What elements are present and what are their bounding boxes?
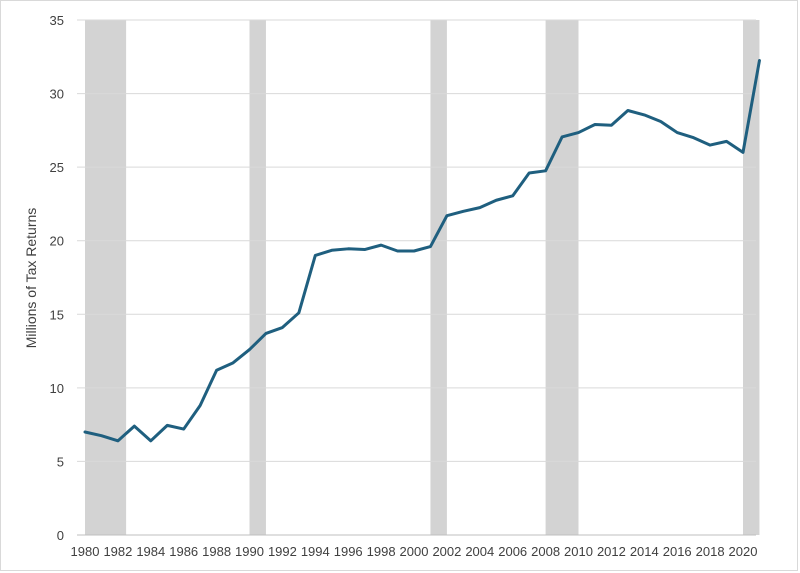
x-tick-label: 2020 bbox=[729, 544, 758, 559]
x-tick-label: 2008 bbox=[531, 544, 560, 559]
x-tick-label: 2016 bbox=[663, 544, 692, 559]
x-tick-label: 2004 bbox=[465, 544, 494, 559]
x-tick-label: 2012 bbox=[597, 544, 626, 559]
y-tick-label: 10 bbox=[50, 381, 64, 396]
x-tick-label: 1994 bbox=[301, 544, 330, 559]
x-tick-label: 1986 bbox=[169, 544, 198, 559]
x-tick-label: 1992 bbox=[268, 544, 297, 559]
recession-band-3 bbox=[545, 20, 579, 535]
x-tick-label: 1982 bbox=[103, 544, 132, 559]
x-tick-label: 1988 bbox=[202, 544, 231, 559]
x-tick-label: 2002 bbox=[432, 544, 461, 559]
x-tick-label: 1984 bbox=[136, 544, 165, 559]
x-tick-label: 1990 bbox=[235, 544, 264, 559]
y-tick-label: 15 bbox=[50, 307, 64, 322]
x-tick-label: 1998 bbox=[367, 544, 396, 559]
x-tick-label: 2014 bbox=[630, 544, 659, 559]
recession-band-1 bbox=[249, 20, 266, 535]
y-tick-label: 30 bbox=[50, 87, 64, 102]
x-tick-label: 1980 bbox=[71, 544, 100, 559]
y-tick-label: 20 bbox=[50, 234, 64, 249]
y-tick-label: 25 bbox=[50, 160, 64, 175]
y-axis-label: Millions of Tax Returns bbox=[23, 208, 39, 349]
x-tick-label: 2000 bbox=[400, 544, 429, 559]
recession-band-0 bbox=[85, 20, 127, 535]
y-tick-label: 5 bbox=[57, 454, 64, 469]
y-tick-label: 35 bbox=[50, 13, 64, 28]
gridlines bbox=[77, 19, 756, 536]
y-tick-label: 0 bbox=[57, 528, 64, 543]
series-layer bbox=[83, 58, 761, 443]
recession-band-4 bbox=[743, 20, 760, 535]
series-line-0 bbox=[83, 58, 761, 443]
x-tick-label: 2010 bbox=[564, 544, 593, 559]
recession-shading-layer bbox=[85, 20, 760, 535]
recession-band-2 bbox=[430, 20, 447, 535]
x-tick-label: 1996 bbox=[334, 544, 363, 559]
x-tick-label: 2006 bbox=[498, 544, 527, 559]
y-axis-ticks: 0 5 10 15 20 25 30 35 bbox=[50, 13, 64, 543]
x-tick-label: 2018 bbox=[696, 544, 725, 559]
x-axis-ticks: 1980 1982 1984 1986 1988 1990 1992 1994 1996 1998… bbox=[71, 544, 758, 559]
